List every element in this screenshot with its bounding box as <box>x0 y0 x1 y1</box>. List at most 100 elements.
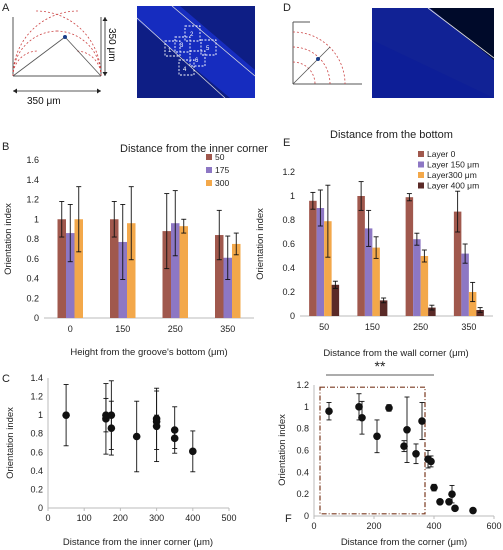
bar-50 <box>57 219 66 318</box>
roi-label-1: 1 <box>168 48 172 54</box>
x-axis-label: Distance from the corner (μm) <box>341 537 467 548</box>
x-tick-label: 600 <box>486 521 501 531</box>
x-tick-label: 500 <box>221 513 236 523</box>
x-tick-label: 50 <box>319 322 329 332</box>
y-axis-label: Orientation index <box>3 203 14 275</box>
dimension-width-label: 350 μm <box>27 96 61 107</box>
x-tick-label: 250 <box>168 324 183 334</box>
y-tick-label: 0.4 <box>30 466 43 476</box>
bar-50 <box>162 231 171 318</box>
micrograph-a: 1 2 3 4 5 6 <box>136 5 256 99</box>
legend-swatch <box>418 182 424 189</box>
data-point <box>469 506 477 515</box>
chart-c: C 0 0.2 0.4 0.6 0.8 1 1.2 1.4 Orientation index Di… <box>2 373 237 548</box>
data-point <box>448 490 456 498</box>
roi-label-5: 5 <box>206 46 210 52</box>
bar-300 <box>179 226 188 318</box>
roi-label-3: 3 <box>180 43 184 49</box>
bar-layer300-m <box>468 292 477 316</box>
y-tick-label: 0.4 <box>296 467 309 477</box>
legend-swatch <box>206 167 212 173</box>
bar-layer-400-m <box>476 310 484 316</box>
y-tick-label: 1 <box>34 214 39 224</box>
x-tick-label: 0 <box>45 513 50 523</box>
y-tick-label: 0.2 <box>296 489 309 499</box>
legend-label: 50 <box>215 152 225 162</box>
x-tick-label: 0 <box>68 324 73 334</box>
data-point <box>436 498 444 506</box>
bar-layer-150-m <box>364 228 373 316</box>
bar-layer-400-m <box>379 300 388 316</box>
data-point <box>403 425 411 434</box>
y-tick-label: 1 <box>38 410 43 420</box>
bar-300 <box>74 219 83 318</box>
x-tick-label: 200 <box>113 513 128 523</box>
x-tick-label: 200 <box>366 521 381 531</box>
micrograph-d <box>372 7 495 98</box>
x-tick-label: 150 <box>115 324 130 334</box>
bar-layer300-m <box>324 221 332 316</box>
y-tick-label: 1 <box>290 191 295 201</box>
y-tick-label: 0.6 <box>26 254 39 264</box>
bar-layer300-m <box>372 247 380 316</box>
legend-swatch <box>418 151 424 157</box>
panel-letter-b: B <box>2 141 9 153</box>
chart-title: Distance from the inner corner <box>120 143 268 155</box>
legend-label: 175 <box>215 165 229 175</box>
legend-swatch <box>206 180 212 186</box>
x-tick-label: 350 <box>220 324 235 334</box>
bar-300 <box>232 243 241 318</box>
y-tick-label: 1.2 <box>282 167 295 177</box>
data-point <box>385 404 393 412</box>
data-point <box>62 411 70 419</box>
chart-title: Distance from the bottom <box>330 129 453 141</box>
data-point <box>451 504 459 513</box>
y-tick-label: 0 <box>38 503 43 513</box>
x-tick-label: 250 <box>413 322 428 332</box>
y-tick-label: 0 <box>34 313 39 323</box>
y-axis-label: Orientation index <box>277 414 288 486</box>
x-axis-label: Distance from the wall corner (μm) <box>323 348 468 359</box>
bar-layer-150-m <box>461 253 469 316</box>
bar-175 <box>223 257 232 318</box>
panel-letter-d: D <box>283 2 291 14</box>
data-point <box>189 447 197 456</box>
x-axis-label: Height from the groove's bottom (μm) <box>70 347 227 358</box>
y-tick-label: 0.6 <box>296 446 309 456</box>
x-axis-label: Distance from the inner corner (μm) <box>63 537 213 548</box>
x-tick-label: 150 <box>365 322 380 332</box>
legend-label: Layer 0 <box>427 149 456 159</box>
bar-50 <box>110 219 119 318</box>
roi-label-6: 6 <box>195 58 199 64</box>
y-tick-label: 0.4 <box>26 274 39 284</box>
y-axis-label: Orientation index <box>5 407 16 479</box>
panel-d: D <box>283 2 495 98</box>
y-tick-label: 0.2 <box>282 287 295 297</box>
bar-layer-150-m <box>413 239 421 316</box>
legend-swatch <box>206 154 212 160</box>
bar-175 <box>171 223 180 318</box>
y-tick-label: 0.6 <box>282 239 295 249</box>
significance-marker: ** <box>375 358 386 374</box>
y-tick-label: 1.2 <box>26 195 39 205</box>
data-point <box>152 415 161 423</box>
roi-label-4: 4 <box>183 67 187 73</box>
y-tick-label: 1.6 <box>26 155 39 165</box>
dimension-height-label: 350 μm <box>106 28 117 62</box>
data-point <box>107 411 116 419</box>
y-axis-label: Orientation index <box>255 208 266 280</box>
x-tick-label: 400 <box>185 513 200 523</box>
x-tick-label: 400 <box>426 521 441 531</box>
panel-letter-c: C <box>2 373 10 385</box>
data-point <box>325 407 333 416</box>
y-tick-label: 0.2 <box>26 293 39 303</box>
data-point <box>373 432 381 441</box>
y-tick-label: 1.4 <box>26 175 39 185</box>
bar-layer-400-m <box>331 284 340 316</box>
y-tick-label: 1 <box>304 402 309 412</box>
legend-swatch <box>418 172 424 178</box>
bar-layer-150-m <box>316 208 325 316</box>
significance-region <box>319 386 426 515</box>
data-point <box>430 483 438 492</box>
y-tick-label: 0 <box>290 311 295 321</box>
